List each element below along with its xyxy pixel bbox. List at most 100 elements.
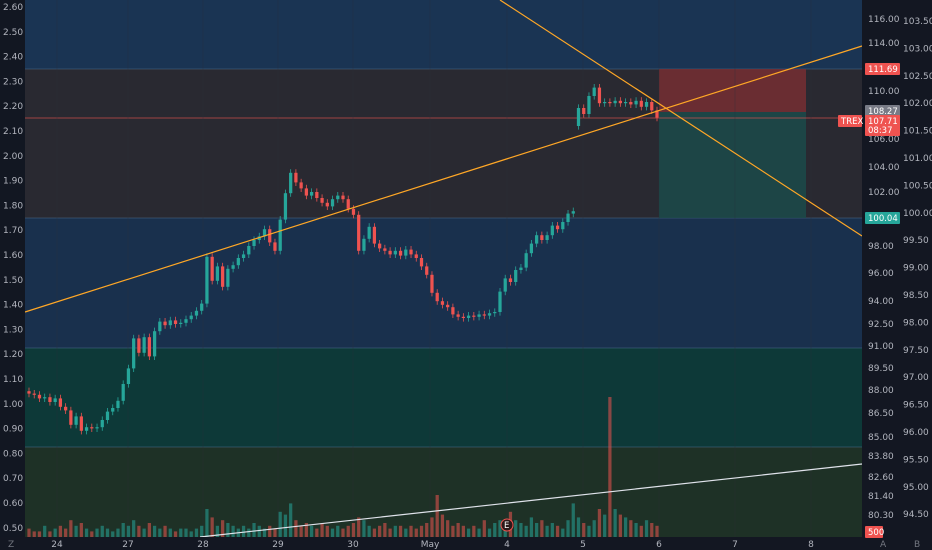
volume-value-badge-box [865,526,883,538]
volume-bar [409,525,413,537]
candle-body [555,225,560,230]
volume-bar [132,520,136,537]
candle-body [37,394,42,399]
volume-bar [121,523,125,537]
zone-layer [25,0,862,537]
volume-bar [430,517,434,537]
right-axis-tick-label: 102.50 [903,72,932,82]
volume-bar [158,528,162,537]
left-axis-tick-label: 1.30 [3,325,23,335]
candle-body [111,408,115,412]
volume-bar [53,528,57,537]
candle-body [231,265,235,269]
price-axis-tick-label: 80.30 [868,511,894,521]
candle-body [498,291,502,312]
volume-bar [189,531,193,537]
right-axis-tick-label: 103.50 [903,17,932,27]
symbol-price-badge: 107.71 [868,117,898,127]
candle-body [309,192,314,196]
candle-body [592,87,596,96]
volume-bar [84,528,89,537]
candle-body [200,303,204,311]
volume-bar [43,525,47,537]
log-scale-label: B [914,540,920,550]
candle-body [64,406,68,411]
candle-body [435,292,439,302]
volume-bar [32,531,36,537]
volume-bar [618,514,622,537]
price-axis-tick-label: 114.00 [868,39,900,49]
candle-body [372,226,377,244]
price-axis-tick-label: 88.00 [868,386,894,396]
candle-body [69,410,73,425]
candle-body [587,96,591,114]
volume-bar [597,509,602,537]
candle-body [472,315,476,317]
left-axis-tick-label: 2.60 [3,3,23,13]
candle-body [550,225,554,236]
left-axis-tick-label: 1.10 [3,375,23,385]
volume-bar [404,528,408,537]
candle-body [283,193,288,220]
candle-body [404,249,408,256]
volume-bar [398,525,403,537]
time-axis-tick-label: 24 [51,540,63,550]
time-axis-tick-label: 29 [272,540,284,550]
right-axis-tick-label: 97.00 [903,373,929,383]
candle-body [210,256,214,281]
volume-bar [487,528,492,537]
volume-bar [388,528,392,537]
stop-price-badge-box [865,63,900,75]
candle-body [362,238,366,251]
volume-bar [435,495,439,537]
volume-trendline [199,463,863,538]
candle-body [613,100,617,104]
candle-body [524,253,528,268]
volume-bar [451,525,455,537]
candle-body [388,250,392,255]
price-axis-tick-label: 81.40 [868,492,894,502]
price-axis-tick-label: 106.00 [868,135,900,145]
volume-bar [278,511,282,537]
left-axis-tick-label: 2.40 [3,53,23,63]
time-axis-tick-label: 7 [732,540,738,550]
zone-upper-blue [25,0,862,69]
candle-body [90,427,94,429]
candle-body [367,226,371,239]
candle-body [639,100,643,107]
left-axis-tick-label: 1.60 [3,251,23,261]
volume-bar [215,525,220,537]
candle-body [535,235,539,244]
right-axis-tick-label: 102.00 [903,99,932,109]
candle-body [451,307,455,315]
volume-bar [95,528,99,537]
volume-bar [69,520,73,537]
volume-bar [320,523,324,537]
volume-bar [367,525,371,537]
candle-body [84,427,89,431]
candle-body [561,222,565,230]
candle-body [393,250,397,255]
right-axis-tick-label: 95.00 [903,483,929,493]
volume-bar [111,531,115,537]
volume-bar [58,525,63,537]
candle-body [519,267,523,270]
trendline-layer [24,0,863,538]
volume-bar [503,525,507,537]
time-axis-tick-label: 6 [656,540,662,550]
candle-body [74,416,78,425]
candle-body [252,240,256,246]
volume-bar [247,528,251,537]
volume-bar [27,528,31,537]
candle-body [493,312,497,314]
candle-body [53,398,57,402]
volume-bar [126,525,131,537]
volume-bar [566,520,570,537]
right-axis-tick-label: 99.50 [903,236,929,246]
volume-bar [613,509,617,537]
volume-bar [351,523,356,537]
left-axis-tick-label: 1.80 [3,201,23,211]
volume-bar [48,531,52,537]
stop-price-badge: 111.69 [868,65,898,75]
